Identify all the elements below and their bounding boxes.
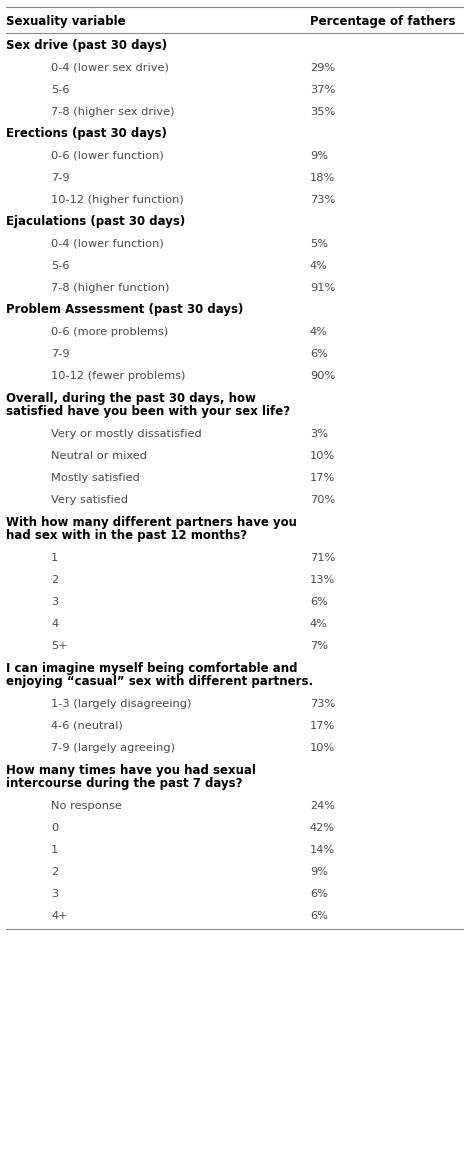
- Text: 24%: 24%: [310, 801, 335, 811]
- Text: 7-9: 7-9: [51, 173, 70, 183]
- Text: 73%: 73%: [310, 699, 335, 709]
- Text: 90%: 90%: [310, 370, 335, 381]
- Text: 4%: 4%: [310, 619, 328, 629]
- Text: 2: 2: [51, 575, 58, 585]
- Text: Very satisfied: Very satisfied: [51, 495, 128, 505]
- Text: Sexuality variable: Sexuality variable: [6, 15, 126, 28]
- Text: 3%: 3%: [310, 429, 328, 439]
- Text: 2: 2: [51, 867, 58, 877]
- Text: 70%: 70%: [310, 495, 335, 505]
- Text: 7-9: 7-9: [51, 349, 70, 359]
- Text: 9%: 9%: [310, 151, 328, 162]
- Text: 1: 1: [51, 553, 58, 563]
- Text: 6%: 6%: [310, 911, 328, 921]
- Text: Percentage of fathers: Percentage of fathers: [310, 15, 455, 28]
- Text: 7-8 (higher sex drive): 7-8 (higher sex drive): [51, 107, 175, 117]
- Text: 14%: 14%: [310, 845, 335, 855]
- Text: 9%: 9%: [310, 867, 328, 877]
- Text: 7-8 (higher function): 7-8 (higher function): [51, 283, 170, 293]
- Text: 71%: 71%: [310, 553, 335, 563]
- Text: 37%: 37%: [310, 85, 335, 95]
- Text: How many times have you had sexual: How many times have you had sexual: [6, 764, 256, 777]
- Text: With how many different partners have you: With how many different partners have yo…: [6, 516, 297, 529]
- Text: intercourse during the past 7 days?: intercourse during the past 7 days?: [6, 777, 242, 790]
- Text: 4%: 4%: [310, 327, 328, 337]
- Text: 18%: 18%: [310, 173, 335, 183]
- Text: 3: 3: [51, 597, 58, 607]
- Text: 73%: 73%: [310, 195, 335, 205]
- Text: 7%: 7%: [310, 640, 328, 651]
- Text: 13%: 13%: [310, 575, 335, 585]
- Text: 0-4 (lower function): 0-4 (lower function): [51, 239, 164, 249]
- Text: 6%: 6%: [310, 889, 328, 899]
- Text: 1-3 (largely disagreeing): 1-3 (largely disagreeing): [51, 699, 191, 709]
- Text: 10%: 10%: [310, 451, 335, 460]
- Text: 5-6: 5-6: [51, 85, 70, 95]
- Text: Neutral or mixed: Neutral or mixed: [51, 451, 147, 460]
- Text: 6%: 6%: [310, 597, 328, 607]
- Text: Ejaculations (past 30 days): Ejaculations (past 30 days): [6, 216, 185, 228]
- Text: 17%: 17%: [310, 473, 335, 484]
- Text: Very or mostly dissatisfied: Very or mostly dissatisfied: [51, 429, 202, 439]
- Text: 4: 4: [51, 619, 58, 629]
- Text: 0-6 (lower function): 0-6 (lower function): [51, 151, 164, 162]
- Text: Sex drive (past 30 days): Sex drive (past 30 days): [6, 39, 167, 52]
- Text: 0: 0: [51, 823, 58, 833]
- Text: 0-4 (lower sex drive): 0-4 (lower sex drive): [51, 63, 169, 73]
- Text: 4+: 4+: [51, 911, 68, 921]
- Text: 5+: 5+: [51, 640, 68, 651]
- Text: 6%: 6%: [310, 349, 328, 359]
- Text: 4%: 4%: [310, 261, 328, 271]
- Text: Overall, during the past 30 days, how: Overall, during the past 30 days, how: [6, 392, 256, 405]
- Text: enjoying “casual” sex with different partners.: enjoying “casual” sex with different par…: [6, 675, 313, 688]
- Text: had sex with in the past 12 months?: had sex with in the past 12 months?: [6, 529, 247, 542]
- Text: 7-9 (largely agreeing): 7-9 (largely agreeing): [51, 743, 175, 754]
- Text: 5%: 5%: [310, 239, 328, 249]
- Text: 3: 3: [51, 889, 58, 899]
- Text: I can imagine myself being comfortable and: I can imagine myself being comfortable a…: [6, 662, 297, 675]
- Text: 42%: 42%: [310, 823, 335, 833]
- Text: Mostly satisfied: Mostly satisfied: [51, 473, 140, 484]
- Text: 4-6 (neutral): 4-6 (neutral): [51, 721, 123, 730]
- Text: 29%: 29%: [310, 63, 335, 73]
- Text: 1: 1: [51, 845, 58, 855]
- Text: 17%: 17%: [310, 721, 335, 730]
- Text: No response: No response: [51, 801, 122, 811]
- Text: 10-12 (fewer problems): 10-12 (fewer problems): [51, 370, 185, 381]
- Text: 35%: 35%: [310, 107, 335, 117]
- Text: Erections (past 30 days): Erections (past 30 days): [6, 127, 167, 141]
- Text: 0-6 (more problems): 0-6 (more problems): [51, 327, 168, 337]
- Text: 91%: 91%: [310, 283, 335, 293]
- Text: 5-6: 5-6: [51, 261, 70, 271]
- Text: 10-12 (higher function): 10-12 (higher function): [51, 195, 184, 205]
- Text: satisfied have you been with your sex life?: satisfied have you been with your sex li…: [6, 405, 290, 418]
- Text: Problem Assessment (past 30 days): Problem Assessment (past 30 days): [6, 304, 243, 316]
- Text: 10%: 10%: [310, 743, 335, 754]
